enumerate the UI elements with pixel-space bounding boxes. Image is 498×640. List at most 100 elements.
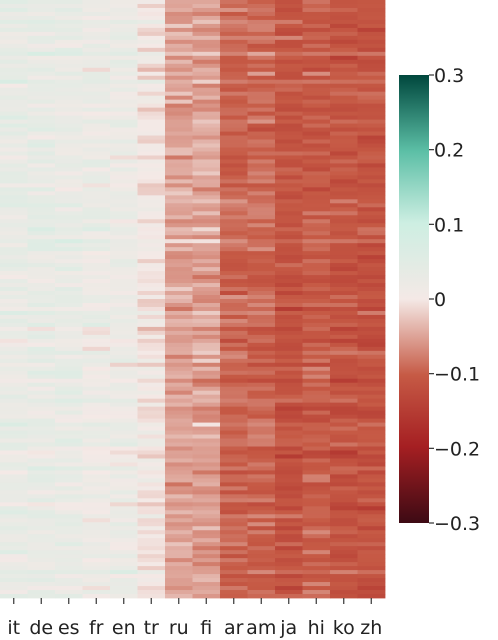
heatmap-cell: [110, 470, 138, 475]
heatmap-cell: [357, 255, 386, 260]
heatmap-cell: [247, 235, 276, 240]
heatmap-cell: [357, 486, 386, 491]
heatmap-cell: [192, 442, 221, 447]
heatmap-cell: [82, 518, 111, 523]
heatmap-cell: [192, 314, 221, 320]
heatmap-cell: [137, 394, 166, 400]
heatmap-cell: [275, 430, 303, 435]
heatmap-cell: [302, 370, 331, 376]
heatmap-cell: [247, 227, 276, 232]
heatmap-cell: [55, 406, 83, 412]
heatmap-cell: [27, 123, 56, 128]
heatmap-cell: [55, 486, 83, 491]
heatmap-cell: [27, 302, 56, 308]
heatmap-cell: [302, 478, 331, 483]
heatmap-cell: [110, 15, 138, 21]
heatmap-cell: [165, 35, 193, 41]
heatmap-cell: [330, 362, 358, 368]
heatmap-cell: [82, 39, 111, 45]
heatmap-cell: [27, 550, 56, 555]
heatmap-cell: [330, 239, 358, 244]
heatmap-cell: [220, 430, 248, 435]
heatmap-cell: [110, 398, 138, 404]
heatmap-cell: [110, 578, 138, 583]
heatmap-cell: [137, 35, 166, 41]
heatmap-cell: [357, 466, 386, 471]
heatmap-cell: [82, 402, 111, 408]
heatmap-cell: [165, 23, 193, 29]
heatmap-cell: [220, 203, 248, 208]
heatmap-cell: [220, 219, 248, 224]
heatmap-cell: [247, 518, 276, 523]
heatmap-cell: [330, 378, 358, 384]
heatmap-cell: [82, 346, 111, 352]
heatmap-cell: [247, 430, 276, 435]
heatmap-cell: [330, 546, 358, 551]
heatmap-cell: [82, 119, 111, 124]
heatmap-cell: [0, 191, 28, 196]
heatmap-cell: [82, 370, 111, 376]
heatmap-cell: [220, 562, 248, 567]
heatmap-cell: [137, 171, 166, 176]
heatmap-cell: [0, 390, 28, 396]
heatmap-cell: [137, 562, 166, 567]
heatmap-cell: [165, 139, 193, 144]
heatmap-cell: [82, 322, 111, 328]
heatmap-cell: [27, 446, 56, 451]
heatmap-grid: [0, 0, 386, 599]
heatmap-cell: [275, 227, 303, 232]
heatmap-cell: [137, 19, 166, 25]
heatmap-cell: [302, 119, 331, 124]
heatmap-cell: [302, 534, 331, 539]
heatmap-cell: [0, 350, 28, 356]
heatmap-cell: [137, 279, 166, 284]
heatmap-cell: [357, 107, 386, 113]
heatmap-cell: [330, 442, 358, 447]
heatmap-cell: [192, 358, 221, 364]
heatmap-cell: [137, 398, 166, 404]
heatmap-cell: [0, 7, 28, 13]
heatmap-cell: [275, 566, 303, 571]
heatmap-cell: [302, 59, 331, 65]
heatmap-cell: [192, 338, 221, 344]
heatmap-cell: [27, 187, 56, 192]
heatmap-cell: [0, 127, 28, 132]
heatmap-cell: [220, 91, 248, 97]
heatmap-cell: [137, 7, 166, 13]
heatmap-cell: [275, 370, 303, 376]
heatmap-cell: [110, 235, 138, 240]
heatmap-cell: [110, 486, 138, 491]
heatmap-cell: [220, 518, 248, 523]
heatmap-cell: [110, 438, 138, 443]
heatmap-cell: [0, 155, 28, 160]
heatmap-cell: [192, 195, 221, 200]
heatmap-cell: [165, 470, 193, 475]
heatmap-cell: [275, 558, 303, 563]
heatmap-cell: [27, 474, 56, 479]
heatmap-cell: [165, 550, 193, 555]
heatmap-cell: [247, 143, 276, 148]
heatmap-cell: [357, 55, 386, 61]
heatmap-cell: [220, 287, 248, 292]
heatmap-cell: [0, 574, 28, 579]
heatmap-cell: [247, 283, 276, 288]
heatmap-cell: [165, 474, 193, 479]
heatmap-cell: [110, 454, 138, 459]
heatmap-cell: [357, 374, 386, 380]
heatmap-cell: [220, 386, 248, 392]
heatmap-cell: [137, 318, 166, 324]
heatmap-cell: [275, 99, 303, 105]
heatmap-cell: [220, 402, 248, 408]
heatmap-cell: [192, 71, 221, 77]
heatmap-cell: [110, 275, 138, 280]
heatmap-cell: [247, 231, 276, 236]
heatmap-cell: [27, 574, 56, 579]
heatmap-cell: [220, 139, 248, 144]
heatmap-cell: [137, 374, 166, 380]
heatmap-cell: [275, 382, 303, 388]
heatmap-cell: [0, 394, 28, 400]
heatmap-cell: [110, 410, 138, 416]
heatmap-cell: [110, 139, 138, 144]
heatmap-cell: [247, 123, 276, 128]
heatmap-cell: [110, 187, 138, 192]
